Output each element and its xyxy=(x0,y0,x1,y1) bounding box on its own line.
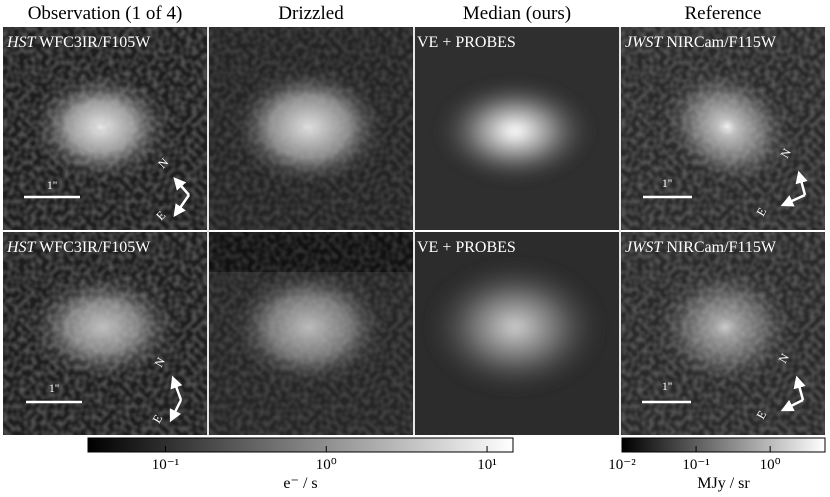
panel-reference: JWST NIRCam/F115W 1'' N E xyxy=(621,232,825,435)
panel-label: JWST NIRCam/F115W xyxy=(625,239,777,256)
east-arrow xyxy=(169,399,183,423)
column-title: Reference xyxy=(685,3,762,24)
scale-label: 1'' xyxy=(49,381,59,395)
north-arrow xyxy=(793,375,806,401)
colorbar xyxy=(87,437,514,453)
east-arrow xyxy=(780,193,806,207)
panel-median: VE + PROBES xyxy=(415,232,619,435)
scale-label: 1'' xyxy=(662,379,672,393)
column-title: Drizzled xyxy=(278,3,344,24)
panel-label: VE + PROBES xyxy=(417,239,516,256)
telescope: HST xyxy=(6,239,37,256)
colorbar-tick-label: 10⁻¹ xyxy=(682,457,709,473)
telescope: JWST xyxy=(625,239,663,256)
instrument: WFC3IR/F105W xyxy=(39,34,151,51)
panel-median: VE + PROBES xyxy=(415,27,619,230)
panel-drizzled xyxy=(209,232,413,435)
panel-drizzled xyxy=(209,27,413,230)
north-arrow xyxy=(795,170,808,196)
colorbar-tick-label: 10¹ xyxy=(477,457,497,473)
east-arrow xyxy=(173,194,191,218)
colorbar-tick-label: 10⁻² xyxy=(608,457,636,473)
instrument: NIRCam/F115W xyxy=(666,34,777,51)
panel-label: HST WFC3IR/F105W xyxy=(6,34,151,51)
instrument: WFC3IR/F105W xyxy=(39,239,151,256)
colorbar-tick-label: 10⁰ xyxy=(316,457,337,473)
telescope: JWST xyxy=(625,34,663,51)
scale-label: 1'' xyxy=(662,176,672,190)
panel-reference: JWST NIRCam/F115W 1'' N E xyxy=(621,27,825,230)
north-arrow xyxy=(170,375,183,401)
colorbar-label: e⁻ / s xyxy=(283,475,317,492)
column-title: Median (ours) xyxy=(463,3,571,24)
scale-label: 1'' xyxy=(47,178,57,192)
east-arrow xyxy=(780,398,804,412)
colorbar-tick-label: 10⁰ xyxy=(760,457,781,473)
north-arrow xyxy=(173,177,190,196)
panel-observation: HST WFC3IR/F105W 1'' N E xyxy=(3,232,207,435)
panel-label: JWST NIRCam/F115W xyxy=(625,34,777,51)
panel-observation: HST WFC3IR/F105W 1'' N E xyxy=(3,27,207,230)
instrument: NIRCam/F115W xyxy=(666,239,777,256)
column-title: Observation (1 of 4) xyxy=(28,3,183,24)
panel-label: HST WFC3IR/F105W xyxy=(6,239,151,256)
colorbar xyxy=(621,437,826,453)
panel-label: VE + PROBES xyxy=(417,34,516,51)
telescope: HST xyxy=(6,34,37,51)
colorbar-tick-label: 10⁻¹ xyxy=(152,457,179,473)
colorbar-label: MJy / sr xyxy=(697,475,750,492)
